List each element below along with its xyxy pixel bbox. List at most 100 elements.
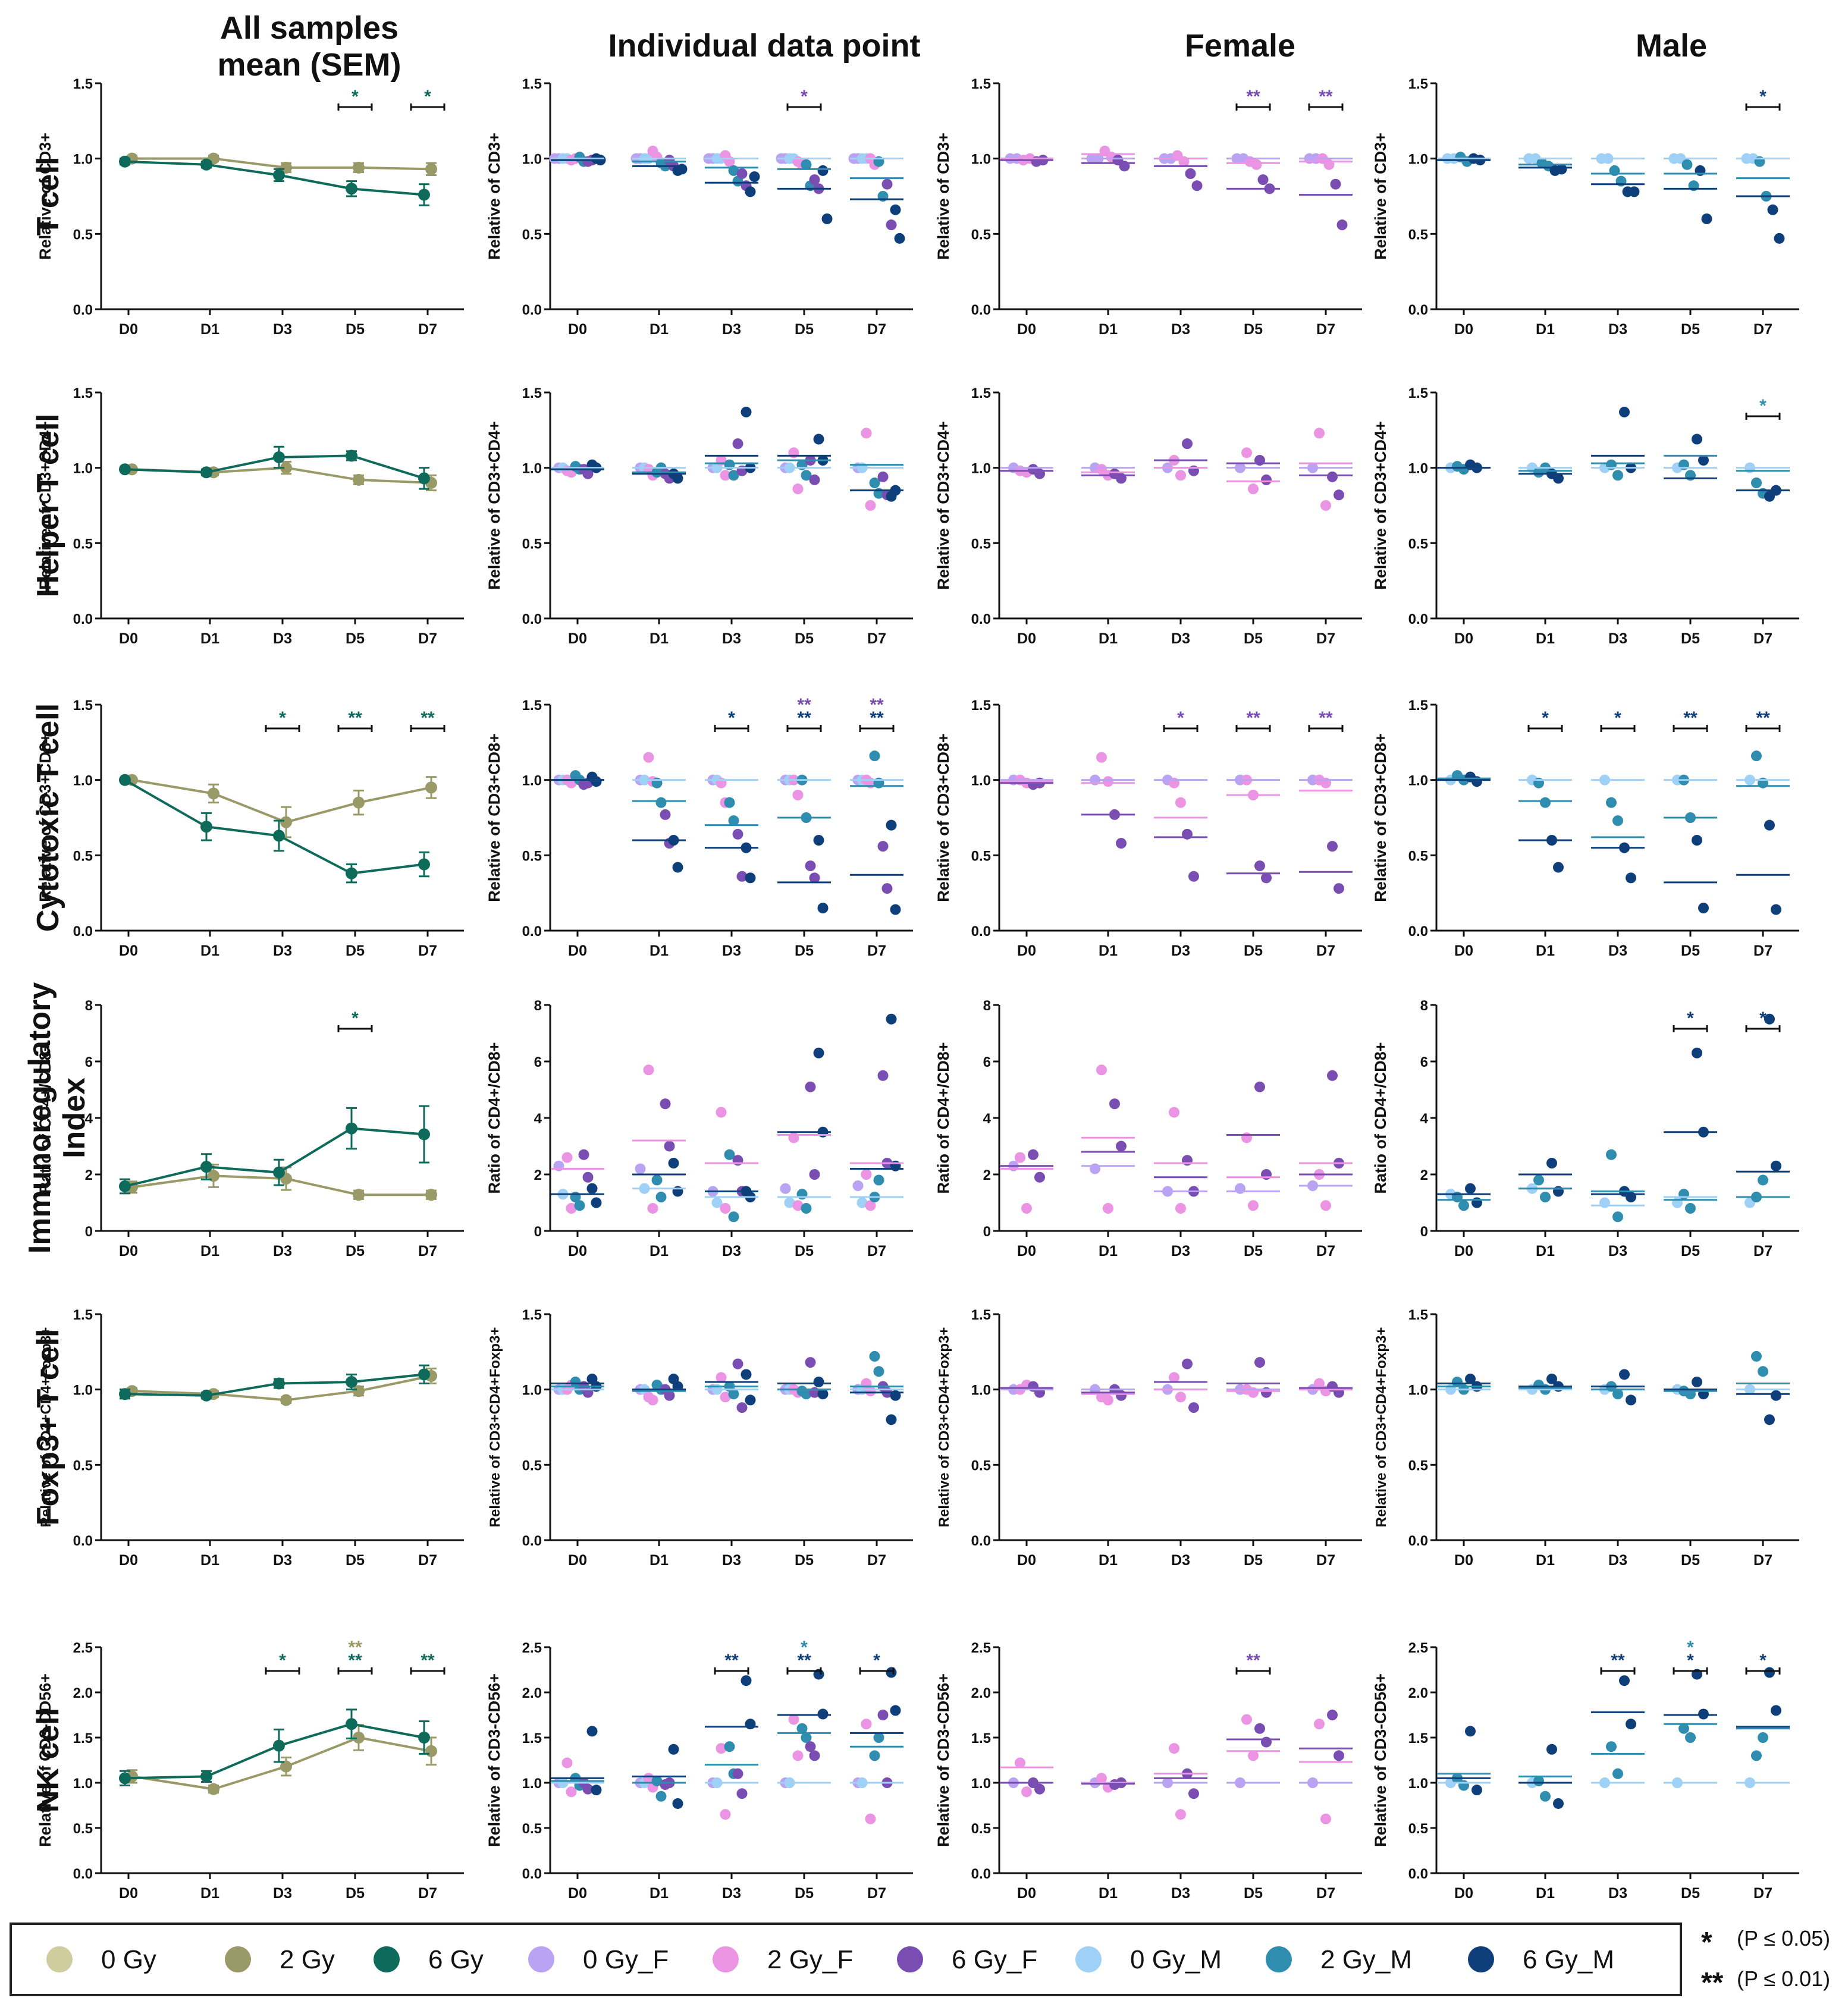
sig-marker: *: [424, 87, 431, 106]
sig-marker: **: [348, 1638, 362, 1657]
data-point: [643, 752, 654, 763]
data-point: [1096, 752, 1107, 763]
legend-label: 0 Gy: [101, 1945, 156, 1974]
x-tick-label: D0: [1454, 1552, 1473, 1569]
data-point: [877, 1710, 889, 1720]
data-point: [1758, 1366, 1768, 1377]
x-tick-label: D7: [1753, 1243, 1772, 1259]
column-header-3: Male: [1636, 28, 1707, 64]
data-point-mean: [418, 1732, 430, 1744]
data-point: [1261, 474, 1272, 485]
data-point: [1034, 1171, 1045, 1183]
x-tick-label: D0: [568, 1552, 587, 1569]
row-label-text: Immunoregulatory: [23, 982, 57, 1254]
x-tick-label: D3: [1608, 1243, 1627, 1259]
data-point-mean: [353, 1385, 365, 1397]
y-tick-label: 0.0: [971, 611, 991, 627]
data-point-mean: [425, 781, 437, 794]
row-label-3: Immunoregulatory Index: [23, 982, 92, 1254]
y-tick-label: 0.0: [1408, 923, 1428, 940]
x-tick-label: D3: [1171, 1885, 1190, 1902]
x-tick-label: D7: [1316, 943, 1335, 959]
chart-Foxp3_f: 0.0 0.5 1.0 1.5 D0 D1 D3 D5 D7 Relative of CD3+CD…: [936, 1307, 1362, 1569]
data-point: [1774, 233, 1785, 244]
chart-NK_m: 0.0 0.5 1.0 1.5 2.0 2.5 D0 D1 D3 D5 D7 Relative of …: [1372, 1638, 1799, 1902]
legend-swatch: [46, 1946, 73, 1972]
y-tick-label: 0.0: [522, 611, 542, 627]
x-tick-label: D5: [1244, 1243, 1263, 1259]
x-tick-label: D1: [650, 943, 669, 959]
x-tick-label: D3: [722, 1552, 741, 1569]
data-point: [809, 1169, 820, 1180]
row-label-text: Foxp3+ T cell: [31, 1329, 65, 1526]
y-axis-label: Ratio of CD4+/CD8+: [485, 1042, 503, 1193]
x-tick-label: D5: [795, 321, 814, 338]
sig-marker: *: [801, 87, 808, 106]
data-point: [1556, 164, 1567, 175]
data-point: [801, 1203, 812, 1214]
column-header-0: All samples: [220, 10, 399, 46]
y-tick-label: 0.0: [73, 1533, 93, 1549]
data-point: [672, 473, 683, 484]
data-point: [1090, 1163, 1100, 1174]
data-point: [655, 1192, 667, 1202]
legend-swatch: [1266, 1946, 1292, 1972]
x-tick-label: D0: [568, 1243, 587, 1259]
chart-NK_all: 0.0 0.5 1.0 1.5 2.0 2.5 D0 D1 D3 D5 D7 Relative of …: [36, 1638, 464, 1902]
x-tick-label: D7: [867, 1552, 886, 1569]
data-point: [736, 1402, 748, 1413]
y-tick-label: 1.0: [1408, 152, 1428, 168]
data-point: [1546, 1158, 1557, 1168]
data-point-mean: [346, 867, 357, 879]
data-point-mean: [346, 1376, 357, 1388]
data-point: [736, 871, 748, 882]
sig-marker: **: [724, 1651, 739, 1670]
data-point-mean: [425, 1189, 437, 1201]
data-point: [1465, 1726, 1476, 1737]
data-point: [553, 1160, 564, 1171]
x-tick-label: D3: [722, 321, 741, 338]
x-tick-label: D5: [1681, 321, 1700, 338]
data-point: [1452, 1377, 1463, 1387]
data-point-mean: [200, 1389, 212, 1402]
sig-marker: *: [728, 708, 735, 728]
data-point: [651, 1174, 663, 1186]
x-tick-label: D7: [1316, 321, 1335, 338]
sig-marker: *: [1759, 1651, 1767, 1670]
data-point: [561, 1757, 573, 1768]
y-tick-label: 0.0: [1408, 1533, 1428, 1549]
data-point: [1169, 1372, 1179, 1383]
x-tick-label: D5: [346, 1552, 365, 1569]
data-point: [890, 204, 901, 215]
significance-symbol: **: [1701, 1967, 1724, 1999]
data-point-mean: [208, 787, 219, 800]
y-tick-label: 1.0: [971, 461, 991, 477]
y-axis-label-group: Relative of CD3-CD56+: [36, 1673, 54, 1847]
legend-swatch: [528, 1946, 554, 1972]
data-point: [792, 1200, 804, 1211]
y-axis-label-group: Relative of CD3+CD4+: [36, 421, 54, 590]
data-point: [1692, 1377, 1702, 1387]
row-label-0: T cell: [31, 157, 65, 236]
data-point: [817, 903, 829, 913]
data-point: [1612, 1389, 1623, 1400]
data-point: [1458, 1780, 1469, 1791]
sig-marker: **: [348, 1651, 362, 1670]
chart-NK_ind: 0.0 0.5 1.0 1.5 2.0 2.5 D0 D1 D3 D5 D7 Relative of …: [485, 1638, 913, 1902]
y-axis-label: Relative of CD3+: [934, 133, 952, 260]
data-point: [732, 1358, 743, 1369]
data-point: [886, 219, 897, 231]
data-point-mean: [200, 466, 212, 479]
data-point: [728, 815, 739, 827]
y-tick-label: 4: [983, 1111, 992, 1127]
data-point: [582, 1783, 594, 1795]
x-tick-label: D7: [1316, 630, 1335, 647]
x-tick-label: D0: [568, 1885, 587, 1902]
sig-marker: **: [421, 708, 435, 728]
data-point-mean: [418, 1368, 430, 1381]
x-tick-label: D1: [1099, 630, 1118, 647]
data-point: [591, 776, 602, 787]
x-tick-label: D1: [1099, 1885, 1118, 1902]
x-tick-label: D7: [867, 1243, 886, 1259]
data-point: [817, 1708, 829, 1720]
